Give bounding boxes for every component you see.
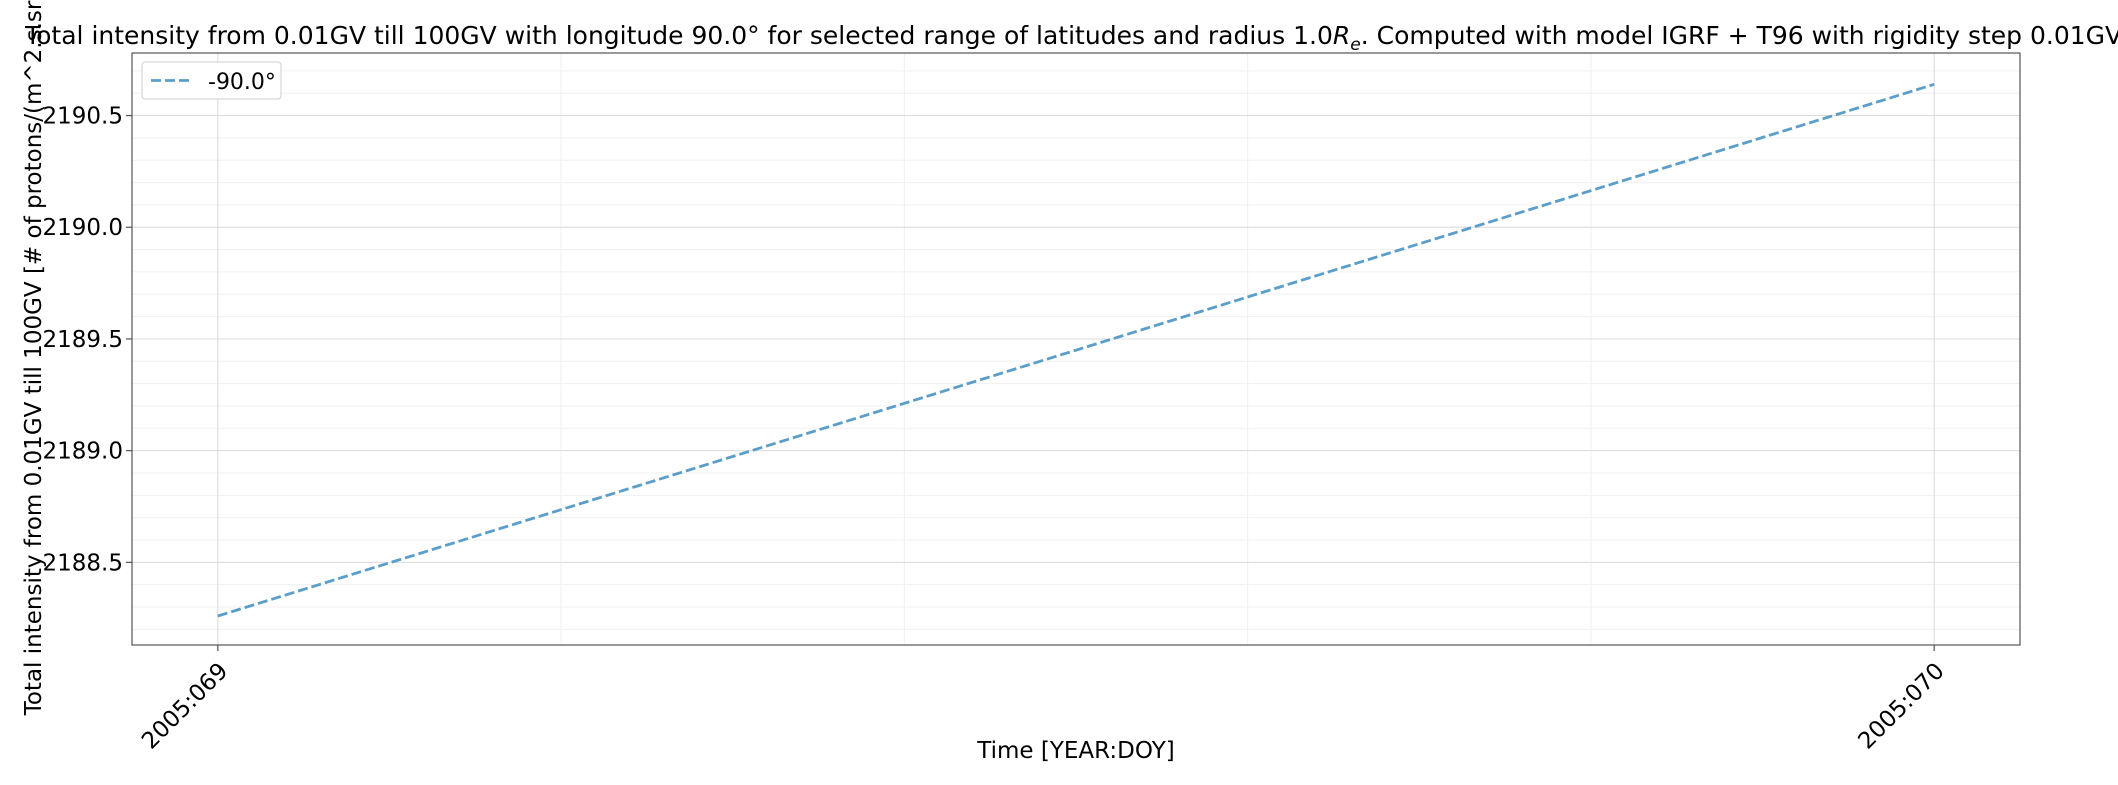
y-tick-label: 2190.0 <box>43 215 123 241</box>
chart-title-after: . Computed with model IGRF + T96 with ri… <box>1361 21 2118 50</box>
series-line-0 <box>217 82 1935 618</box>
chart-title-before: Total intensity from 0.01GV till 100GV w… <box>24 21 1333 50</box>
chart-title-symbol: R <box>1333 21 1350 50</box>
y-tick-label: 2188.5 <box>43 550 123 576</box>
x-axis-label: Time [YEAR:DOY] <box>976 738 1175 764</box>
major-grid <box>132 53 2020 645</box>
y-axis: 2188.5 2189.0 2189.5 2190.0 2190.5 <box>43 104 132 576</box>
plot-frame <box>131 52 2021 646</box>
legend-box <box>141 61 282 100</box>
x-tick-label: 2005:070 <box>1853 658 1949 754</box>
series-layer <box>217 82 1935 618</box>
x-tick-label: 2005:069 <box>137 658 233 754</box>
y-tick-label: 2190.5 <box>43 104 123 130</box>
legend: -90.0° <box>141 61 282 100</box>
y-tick-label: 2189.0 <box>43 439 123 465</box>
y-tick-label: 2189.5 <box>43 327 123 353</box>
y-axis-label: Total intensity from 0.01GV till 100GV [… <box>21 0 47 716</box>
chart-title: Total intensity from 0.01GV till 100GV w… <box>24 21 2118 55</box>
legend-series-label: -90.0° <box>208 70 276 95</box>
chart-title-subscript: e <box>1350 35 1360 55</box>
